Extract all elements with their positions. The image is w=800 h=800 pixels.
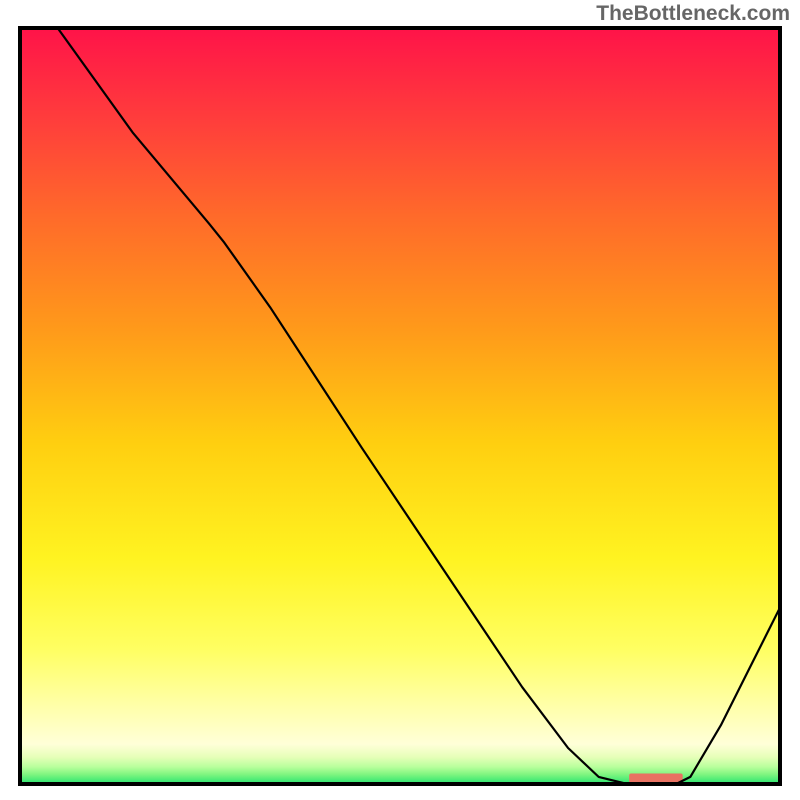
chart-svg — [18, 26, 782, 786]
attribution-text: TheBottleneck.com — [596, 2, 790, 26]
chart-container — [18, 26, 782, 786]
chart-background-gradient — [18, 26, 782, 786]
